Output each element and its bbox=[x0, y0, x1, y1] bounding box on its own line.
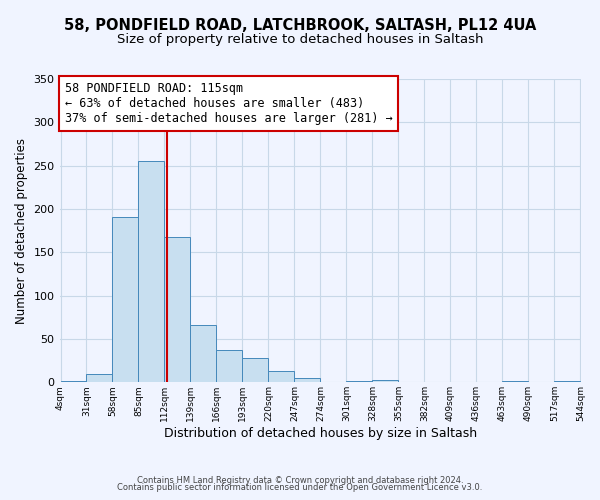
Bar bbox=[242, 358, 268, 382]
Bar bbox=[217, 350, 242, 382]
Bar bbox=[346, 380, 373, 382]
Text: Contains public sector information licensed under the Open Government Licence v3: Contains public sector information licen… bbox=[118, 484, 482, 492]
Bar bbox=[139, 162, 164, 382]
Bar bbox=[164, 236, 190, 382]
Bar bbox=[190, 325, 217, 382]
Text: Size of property relative to detached houses in Saltash: Size of property relative to detached ho… bbox=[117, 32, 483, 46]
X-axis label: Distribution of detached houses by size in Saltash: Distribution of detached houses by size … bbox=[164, 427, 477, 440]
Bar bbox=[268, 371, 295, 382]
Bar bbox=[554, 380, 580, 382]
Bar bbox=[112, 217, 139, 382]
Bar bbox=[373, 380, 398, 382]
Bar bbox=[61, 380, 86, 382]
Text: 58 PONDFIELD ROAD: 115sqm
← 63% of detached houses are smaller (483)
37% of semi: 58 PONDFIELD ROAD: 115sqm ← 63% of detac… bbox=[65, 82, 392, 125]
Bar bbox=[86, 374, 112, 382]
Text: 58, PONDFIELD ROAD, LATCHBROOK, SALTASH, PL12 4UA: 58, PONDFIELD ROAD, LATCHBROOK, SALTASH,… bbox=[64, 18, 536, 32]
Bar bbox=[295, 378, 320, 382]
Text: Contains HM Land Registry data © Crown copyright and database right 2024.: Contains HM Land Registry data © Crown c… bbox=[137, 476, 463, 485]
Y-axis label: Number of detached properties: Number of detached properties bbox=[15, 138, 28, 324]
